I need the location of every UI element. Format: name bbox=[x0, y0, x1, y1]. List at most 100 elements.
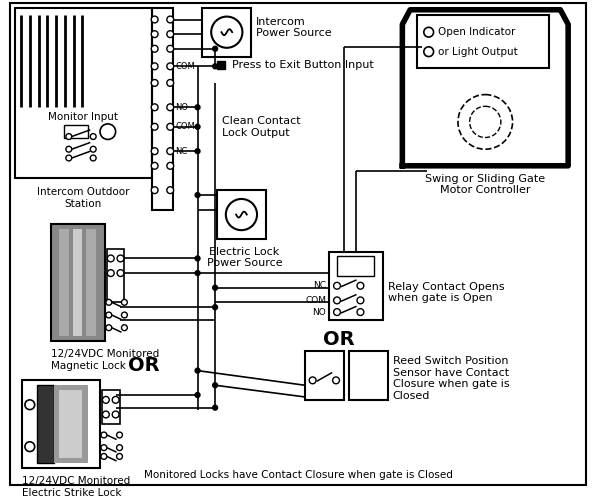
Circle shape bbox=[90, 146, 96, 152]
Circle shape bbox=[151, 124, 158, 130]
Circle shape bbox=[151, 104, 158, 110]
Circle shape bbox=[195, 368, 200, 373]
Circle shape bbox=[112, 396, 119, 404]
Circle shape bbox=[90, 134, 96, 140]
Circle shape bbox=[167, 80, 173, 86]
Circle shape bbox=[103, 396, 109, 404]
Circle shape bbox=[122, 312, 128, 318]
Text: OR: OR bbox=[128, 356, 160, 375]
Circle shape bbox=[151, 46, 158, 52]
Text: COM: COM bbox=[305, 296, 326, 305]
Circle shape bbox=[101, 432, 107, 438]
Circle shape bbox=[151, 16, 158, 23]
Circle shape bbox=[117, 270, 124, 276]
Circle shape bbox=[151, 80, 158, 86]
Circle shape bbox=[25, 442, 35, 452]
Circle shape bbox=[90, 155, 96, 161]
Circle shape bbox=[106, 312, 111, 318]
Bar bbox=[51, 224, 105, 342]
Circle shape bbox=[151, 148, 158, 154]
Text: Reed Switch Position
Sensor have Contact
Closure when gate is
Closed: Reed Switch Position Sensor have Contact… bbox=[393, 356, 509, 401]
Circle shape bbox=[167, 124, 173, 130]
Text: Intercom
Power Source: Intercom Power Source bbox=[256, 16, 332, 38]
Text: NO: NO bbox=[312, 308, 326, 316]
Circle shape bbox=[122, 325, 128, 330]
Bar bbox=[73, 229, 82, 336]
Text: Swing or Sliding Gate
Motor Controller: Swing or Sliding Gate Motor Controller bbox=[425, 174, 545, 195]
Bar bbox=[337, 256, 374, 276]
Circle shape bbox=[101, 454, 107, 460]
Circle shape bbox=[334, 297, 340, 304]
Text: Relay Contact Opens
when gate is Open: Relay Contact Opens when gate is Open bbox=[388, 282, 504, 304]
Circle shape bbox=[213, 305, 218, 310]
Bar bbox=[22, 380, 100, 468]
Circle shape bbox=[106, 325, 111, 330]
Text: NC: NC bbox=[175, 146, 187, 156]
Bar bbox=[417, 14, 549, 68]
Circle shape bbox=[106, 300, 111, 306]
Bar bbox=[349, 351, 388, 400]
Bar bbox=[329, 252, 383, 320]
Text: Open Indicator: Open Indicator bbox=[439, 27, 516, 37]
Text: NC: NC bbox=[313, 282, 326, 290]
Bar bbox=[203, 8, 251, 56]
Circle shape bbox=[357, 308, 364, 316]
Circle shape bbox=[195, 192, 200, 198]
Bar bbox=[15, 8, 152, 178]
Polygon shape bbox=[402, 10, 568, 166]
Circle shape bbox=[100, 124, 116, 140]
Circle shape bbox=[117, 255, 124, 262]
Circle shape bbox=[107, 255, 114, 262]
Circle shape bbox=[167, 46, 173, 52]
Circle shape bbox=[167, 187, 173, 194]
Text: COM: COM bbox=[175, 122, 195, 132]
Circle shape bbox=[334, 282, 340, 289]
Bar bbox=[64, 125, 88, 138]
Bar bbox=[36, 385, 54, 464]
Circle shape bbox=[66, 155, 72, 161]
Circle shape bbox=[151, 187, 158, 194]
Circle shape bbox=[167, 30, 173, 38]
Circle shape bbox=[424, 28, 433, 37]
Circle shape bbox=[167, 16, 173, 23]
Circle shape bbox=[195, 256, 200, 261]
Circle shape bbox=[195, 105, 200, 110]
Circle shape bbox=[167, 162, 173, 169]
Bar bbox=[217, 190, 266, 239]
Circle shape bbox=[167, 104, 173, 110]
Text: Electric Lock
Power Source: Electric Lock Power Source bbox=[207, 246, 282, 268]
Circle shape bbox=[122, 300, 128, 306]
Circle shape bbox=[195, 124, 200, 129]
Circle shape bbox=[213, 383, 218, 388]
Circle shape bbox=[151, 63, 158, 70]
Bar bbox=[59, 390, 82, 458]
Circle shape bbox=[167, 63, 173, 70]
Text: Clean Contact
Lock Output: Clean Contact Lock Output bbox=[222, 116, 300, 138]
Text: Monitor Input: Monitor Input bbox=[48, 112, 119, 122]
Circle shape bbox=[213, 405, 218, 410]
Bar bbox=[54, 385, 88, 464]
Circle shape bbox=[213, 286, 218, 290]
Bar bbox=[59, 229, 69, 336]
Circle shape bbox=[117, 432, 122, 438]
Circle shape bbox=[151, 162, 158, 169]
Text: 12/24VDC Monitored
Electric Strike Lock: 12/24VDC Monitored Electric Strike Lock bbox=[22, 476, 131, 498]
Circle shape bbox=[357, 282, 364, 289]
Circle shape bbox=[226, 199, 257, 230]
Circle shape bbox=[101, 444, 107, 450]
Bar bbox=[217, 62, 225, 69]
Text: COM: COM bbox=[175, 62, 195, 71]
Circle shape bbox=[167, 148, 173, 154]
Text: or Light Output: or Light Output bbox=[439, 46, 518, 56]
Circle shape bbox=[213, 64, 218, 69]
Bar bbox=[305, 351, 344, 400]
Circle shape bbox=[357, 297, 364, 304]
Circle shape bbox=[309, 377, 316, 384]
Circle shape bbox=[112, 411, 119, 418]
Text: OR: OR bbox=[323, 330, 355, 349]
Text: Press to Exit Button Input: Press to Exit Button Input bbox=[232, 60, 374, 70]
Circle shape bbox=[66, 134, 72, 140]
Circle shape bbox=[117, 444, 122, 450]
Circle shape bbox=[117, 454, 122, 460]
Circle shape bbox=[213, 46, 218, 51]
